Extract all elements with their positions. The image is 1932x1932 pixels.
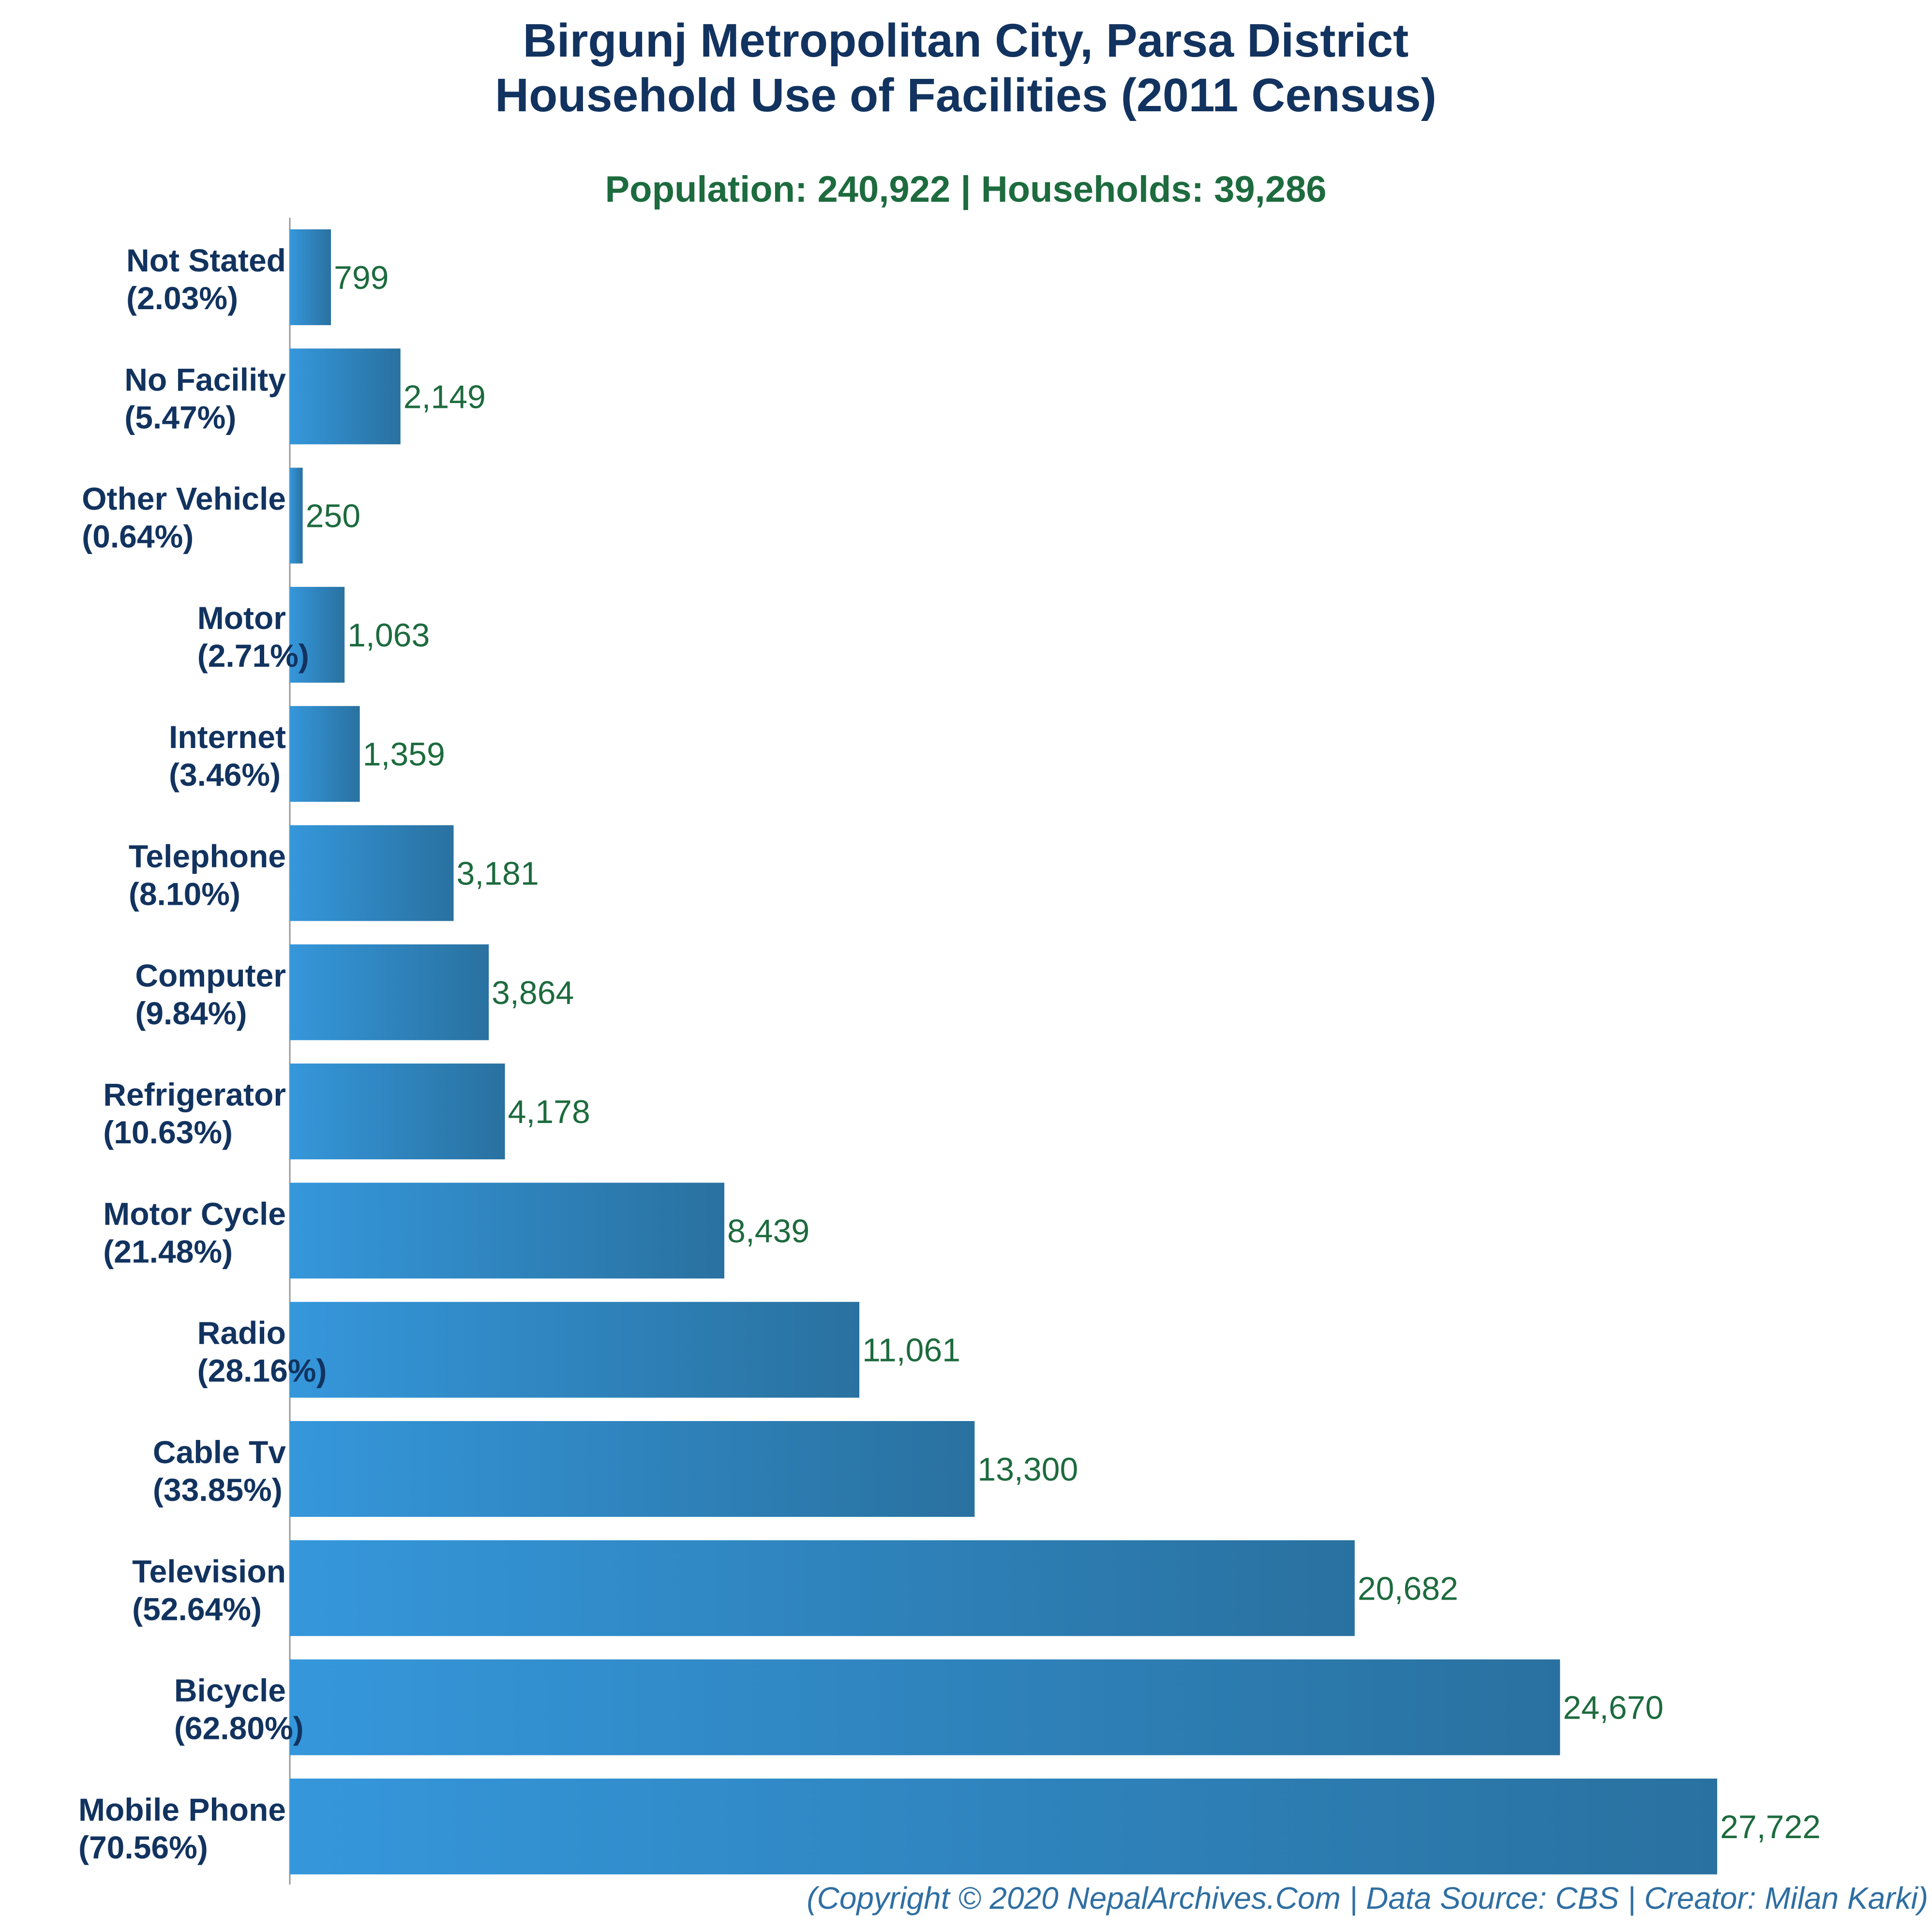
value-label-internet: 1,359 (363, 736, 445, 773)
value-label-not-stated: 799 (334, 259, 389, 296)
bar-radio (290, 1302, 860, 1398)
percent-label-television: (52.64%) (132, 1591, 262, 1627)
category-label-internet: Internet (169, 719, 286, 755)
bar-motor (290, 586, 345, 683)
percent-label-motor: (2.71%) (197, 638, 309, 674)
percent-label-radio: (28.16%) (197, 1353, 327, 1389)
percent-label-computer: (9.84%) (135, 995, 247, 1031)
category-label-radio: Radio (197, 1315, 286, 1351)
percent-label-refrigerator: (10.63%) (103, 1114, 233, 1150)
bar-mobile-phone (290, 1778, 1717, 1874)
category-label-other-vehicle: Other Vehicle (82, 481, 286, 517)
value-label-no-facility: 2,149 (404, 378, 486, 415)
value-label-other-vehicle: 250 (306, 498, 360, 535)
chart-subtitle: Population: 240,922 | Households: 39,286 (605, 169, 1326, 210)
value-label-radio: 11,061 (862, 1332, 960, 1369)
bar-motor-cycle (290, 1183, 725, 1279)
bar-telephone (290, 825, 454, 921)
value-labels: 799 2,149 250 1,063 1,359 3,181 3,864 4,178 8,43… (306, 259, 1821, 1845)
category-label-no-facility: No Facility (124, 361, 286, 397)
chart-title-line-1: Birgunj Metropolitan City, Parsa Distric… (523, 14, 1409, 67)
bar-no-facility (290, 348, 401, 445)
value-label-motor-cycle: 8,439 (727, 1213, 809, 1249)
value-label-cable-tv: 13,300 (977, 1451, 1078, 1488)
bar-cable-tv (290, 1421, 975, 1517)
category-label-television: Television (132, 1553, 286, 1589)
value-label-mobile-phone: 27,722 (1720, 1809, 1821, 1845)
chart-title-line-2: Household Use of Facilities (2011 Census… (495, 69, 1437, 121)
category-labels: Not Stated(2.03%) No Facility(5.47%) Other… (78, 242, 327, 1865)
bar-not-stated (290, 229, 331, 325)
category-label-motor-cycle: Motor Cycle (103, 1196, 286, 1231)
category-label-bicycle: Bicycle (174, 1673, 286, 1708)
percent-label-no-facility: (5.47%) (124, 399, 236, 435)
percent-label-other-vehicle: (0.64%) (82, 519, 194, 554)
bars-group (290, 229, 1717, 1874)
category-label-not-stated: Not Stated (126, 242, 286, 278)
category-label-telephone: Telephone (129, 839, 286, 874)
category-label-cable-tv: Cable Tv (153, 1434, 286, 1470)
category-label-motor: Motor (197, 600, 286, 636)
percent-label-cable-tv: (33.85%) (153, 1472, 283, 1508)
category-label-refrigerator: Refrigerator (103, 1077, 286, 1112)
bar-computer (290, 944, 489, 1040)
value-label-computer: 3,864 (492, 974, 574, 1011)
value-label-telephone: 3,181 (457, 855, 539, 892)
percent-label-not-stated: (2.03%) (126, 280, 238, 316)
bar-internet (290, 706, 360, 802)
percent-label-bicycle: (62.80%) (174, 1710, 304, 1746)
percent-label-telephone: (8.10%) (129, 876, 240, 912)
category-label-mobile-phone: Mobile Phone (78, 1792, 286, 1827)
bar-bicycle (290, 1659, 1560, 1755)
percent-label-motor-cycle: (21.48%) (103, 1233, 233, 1269)
bar-refrigerator (290, 1063, 505, 1160)
bar-television (290, 1540, 1355, 1636)
percent-label-mobile-phone: (70.56%) (78, 1829, 208, 1865)
value-label-bicycle: 24,670 (1563, 1690, 1663, 1726)
chart-footer: (Copyright © 2020 NepalArchives.Com | Da… (807, 1881, 1928, 1916)
value-label-television: 20,682 (1358, 1570, 1458, 1607)
bar-other-vehicle (290, 467, 303, 564)
percent-label-internet: (3.46%) (169, 757, 281, 793)
value-label-motor: 1,063 (347, 617, 430, 654)
category-label-computer: Computer (135, 958, 286, 993)
value-label-refrigerator: 4,178 (508, 1093, 590, 1130)
